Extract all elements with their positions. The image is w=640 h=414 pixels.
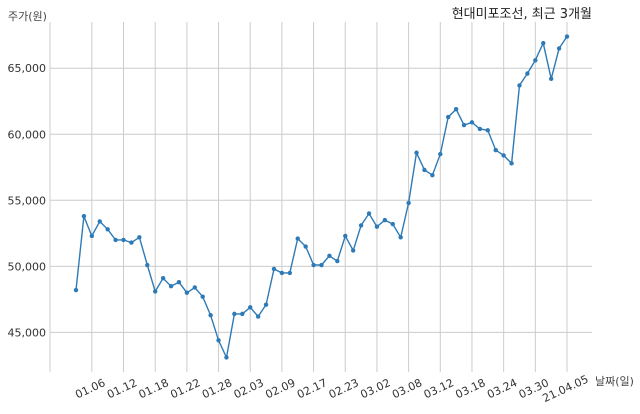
x-tick-label: 02.09 — [263, 376, 297, 401]
data-point — [311, 262, 316, 268]
y-ticks: 45,000 50,000 55,000 60,000 65,000 — [8, 62, 47, 339]
data-point — [319, 262, 324, 268]
y-tick-label: 45,000 — [8, 326, 47, 339]
data-point — [517, 83, 522, 88]
data-point — [327, 253, 332, 258]
data-point — [374, 224, 380, 229]
data-point — [89, 233, 95, 239]
data-point — [446, 114, 451, 120]
data-point — [422, 167, 427, 173]
data-point — [390, 221, 395, 227]
grid — [49, 22, 592, 372]
data-point — [121, 237, 126, 243]
data-point — [493, 147, 498, 153]
x-tick-label: 03.18 — [453, 376, 487, 401]
data-point — [248, 305, 253, 310]
data-point — [477, 126, 483, 132]
series-line — [75, 36, 568, 360]
data-point — [382, 217, 388, 223]
data-point — [168, 283, 174, 289]
data-point — [176, 279, 182, 285]
x-tick-label: 03.24 — [485, 376, 519, 401]
x-tick-label: 02.23 — [327, 376, 361, 401]
data-point — [509, 161, 514, 166]
data-point — [145, 262, 150, 268]
data-point — [240, 311, 245, 317]
x-tick-label: 03.02 — [358, 376, 392, 401]
data-point — [263, 302, 269, 307]
x-tick-label: 01.22 — [168, 376, 202, 401]
x-tick-label: 02.17 — [295, 376, 329, 401]
x-tick-label: 01.28 — [200, 376, 234, 401]
data-point — [548, 76, 554, 81]
data-point — [287, 270, 293, 276]
data-point — [358, 223, 364, 228]
data-point — [453, 106, 459, 112]
chart-title: 현대미포조선, 최근 3개월 — [452, 7, 592, 22]
y-tick-label: 50,000 — [8, 260, 47, 273]
data-point — [430, 173, 435, 178]
x-tick-label: 02.03 — [232, 376, 266, 401]
data-point — [255, 314, 261, 319]
data-point — [533, 58, 538, 63]
data-point — [208, 313, 213, 318]
data-point — [152, 289, 158, 294]
data-point — [303, 244, 308, 249]
data-point — [216, 338, 221, 343]
data-point — [295, 236, 300, 241]
data-point — [343, 233, 348, 239]
data-point — [279, 270, 285, 276]
x-axis-label: 날짜(일) — [595, 374, 634, 388]
data-point — [469, 120, 475, 125]
data-point — [366, 211, 372, 216]
data-point — [184, 290, 190, 295]
x-tick-label: 21.04.05 — [541, 373, 591, 405]
data-point — [73, 287, 79, 293]
data-point — [335, 258, 340, 264]
data-point — [232, 311, 237, 317]
y-tick-label: 60,000 — [8, 128, 47, 141]
x-tick-label: 01.06 — [73, 376, 107, 401]
price-series — [73, 34, 570, 360]
y-tick-label: 55,000 — [8, 194, 47, 207]
data-point — [224, 355, 229, 360]
data-point — [137, 235, 142, 240]
data-point — [398, 235, 403, 240]
data-point — [200, 294, 205, 299]
data-point — [556, 46, 562, 51]
x-tick-label: 03.12 — [422, 376, 456, 401]
data-point — [160, 276, 166, 281]
data-point — [461, 122, 467, 128]
data-point — [81, 213, 87, 219]
data-point — [501, 153, 506, 158]
x-tick-label: 01.12 — [105, 376, 139, 401]
data-point — [564, 34, 570, 39]
data-point — [406, 200, 411, 206]
data-point — [113, 237, 118, 243]
y-tick-label: 65,000 — [8, 62, 47, 75]
data-point — [350, 248, 356, 253]
data-point — [105, 227, 110, 232]
data-point — [438, 151, 443, 157]
data-point — [192, 285, 197, 290]
x-tick-label: 03.08 — [390, 376, 424, 401]
data-point — [485, 128, 491, 133]
y-axis-label: 주가(원) — [8, 10, 47, 23]
x-tick-label: 01.18 — [137, 376, 171, 401]
data-point — [414, 150, 419, 155]
data-point — [271, 266, 277, 272]
data-point — [129, 240, 134, 245]
data-point — [97, 219, 102, 224]
data-point — [541, 40, 546, 46]
data-point — [525, 71, 530, 76]
x-ticks: 01.0601.1201.1801.2201.2802.0302.0902.17… — [73, 373, 590, 405]
